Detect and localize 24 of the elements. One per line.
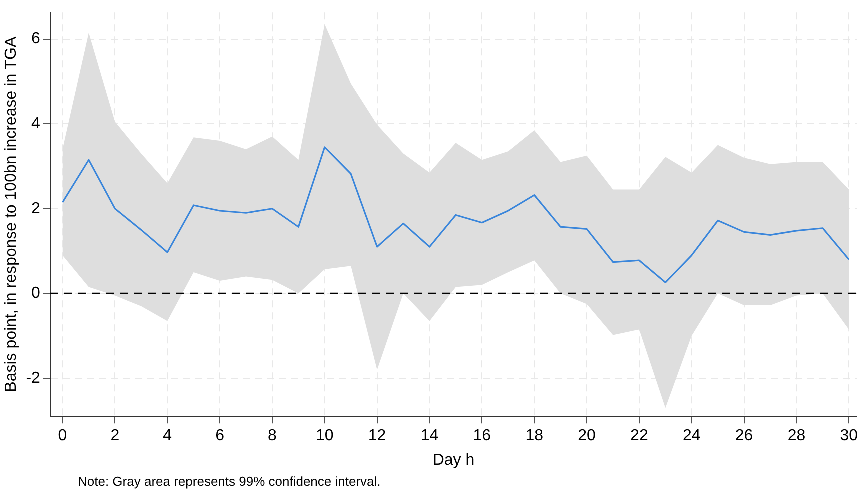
x-tick-label: 30 <box>840 428 858 445</box>
x-tick-label: 26 <box>735 428 754 445</box>
x-tick-label: 8 <box>268 428 277 445</box>
x-tick-label: 28 <box>788 428 806 445</box>
y-tick-label: 6 <box>32 30 41 48</box>
x-tick-label: 6 <box>216 428 225 445</box>
y-axis-title: Basis point, in response to 100bn increase in TGA <box>3 36 20 392</box>
text: Note: Gray area represents 99% confidence interval. <box>78 474 381 489</box>
x-tick-label: 18 <box>526 428 544 445</box>
y-tick-label: -2 <box>26 370 41 387</box>
x-tick-label: 16 <box>473 428 492 445</box>
x-tick-label: 4 <box>163 428 172 445</box>
x-tick-label: 12 <box>368 428 386 445</box>
x-tick-label: 10 <box>316 428 334 445</box>
x-tick-label: 20 <box>578 428 596 445</box>
y-tick-label: 4 <box>32 116 41 132</box>
y-tick-label: 2 <box>32 200 41 218</box>
x-tick-label: 14 <box>420 428 439 445</box>
x-tick-label: 0 <box>58 428 68 445</box>
x-axis-title: Day h <box>432 452 475 469</box>
x-tick-label: 2 <box>110 428 120 445</box>
x-tick-label: 24 <box>682 428 701 445</box>
x-tick-label: 22 <box>630 428 648 445</box>
y-tick-label: 0 <box>32 285 41 302</box>
